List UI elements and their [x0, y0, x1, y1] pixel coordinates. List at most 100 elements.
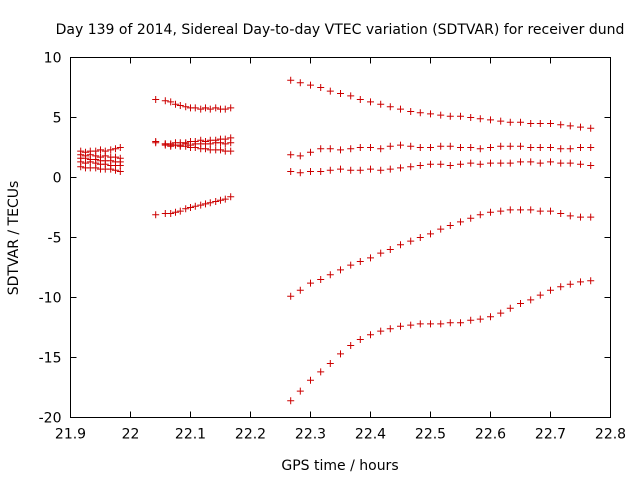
data-point: [416, 320, 424, 328]
series-s5: [77, 163, 124, 175]
data-point: [536, 144, 544, 151]
data-point: [92, 164, 100, 172]
data-point: [221, 140, 229, 148]
data-point: [487, 116, 494, 124]
data-point: [307, 148, 314, 156]
data-point: [337, 266, 344, 274]
data-point: [487, 144, 494, 151]
x-tick-label: 22.5: [415, 427, 446, 443]
data-point: [317, 145, 325, 153]
data-point: [167, 98, 175, 106]
data-point: [317, 368, 325, 376]
data-point: [347, 261, 355, 269]
data-point: [407, 163, 415, 171]
data-point: [212, 104, 220, 112]
x-tick-label: 22.8: [595, 427, 626, 443]
data-point: [457, 218, 464, 226]
data-point: [557, 145, 565, 153]
data-point: [557, 121, 565, 129]
y-tick-label: -20: [39, 411, 62, 427]
data-point: [377, 166, 385, 174]
data-point: [347, 145, 355, 153]
data-point: [397, 322, 404, 330]
data-point: [187, 141, 194, 149]
data-point: [566, 159, 574, 167]
data-point: [337, 146, 344, 154]
data-point: [152, 96, 160, 103]
data-point: [176, 207, 184, 215]
data-point: [326, 87, 334, 95]
data-point: [416, 234, 424, 241]
data-point: [437, 320, 445, 328]
data-point: [386, 246, 394, 253]
data-point: [536, 207, 544, 215]
data-point: [227, 147, 235, 155]
data-point: [577, 160, 584, 168]
data-point: [172, 100, 179, 108]
data-point: [497, 159, 505, 167]
data-point: [416, 162, 424, 169]
x-tick-label: 22.7: [535, 427, 566, 443]
data-point: [152, 138, 160, 145]
data-point: [176, 141, 184, 149]
y-tick-label: -5: [48, 231, 62, 247]
data-point: [86, 158, 94, 166]
data-point: [467, 159, 475, 167]
x-tick-label: 22.6: [475, 427, 506, 443]
data-point: [547, 286, 554, 294]
data-point: [116, 144, 124, 151]
data-point: [557, 210, 565, 217]
data-point: [367, 254, 374, 262]
x-axis-label: GPS time / hours: [281, 458, 398, 474]
data-point: [296, 169, 304, 177]
data-point: [566, 145, 574, 153]
y-tick-label: -15: [39, 351, 62, 367]
data-point: [112, 166, 119, 174]
data-point: [206, 140, 214, 148]
x-tick-label: 22: [122, 427, 140, 443]
data-point: [587, 162, 595, 169]
data-point: [206, 105, 214, 113]
data-point: [517, 142, 524, 150]
data-point: [197, 201, 205, 209]
data-point: [547, 144, 554, 151]
data-point: [77, 163, 85, 171]
data-point: [476, 211, 484, 219]
data-point: [547, 120, 554, 127]
data-point: [116, 162, 124, 169]
data-point: [217, 139, 224, 147]
data-point: [152, 211, 160, 219]
data-point: [367, 144, 374, 151]
data-points: [77, 76, 595, 405]
data-point: [206, 199, 214, 207]
data-point: [427, 160, 434, 168]
data-point: [377, 249, 385, 257]
data-point: [506, 118, 514, 126]
data-point: [176, 102, 184, 109]
data-point: [386, 142, 394, 150]
data-point: [437, 111, 445, 119]
chart-title: Day 139 of 2014, Sidereal Day-to-day VTE…: [56, 22, 625, 38]
data-point: [557, 159, 565, 167]
data-point: [457, 319, 464, 327]
data-point: [557, 283, 565, 291]
data-point: [587, 213, 595, 221]
data-point: [517, 158, 524, 166]
y-axis-label: SDTVAR / TECUs: [6, 181, 22, 296]
data-point: [107, 165, 115, 173]
data-point: [536, 159, 544, 167]
y-tick-label: -10: [39, 291, 62, 307]
data-point: [167, 210, 175, 217]
data-point: [187, 204, 194, 211]
data-point: [337, 165, 344, 173]
data-point: [227, 104, 235, 112]
data-point: [287, 151, 295, 159]
data-point: [467, 316, 475, 324]
data-point: [446, 112, 454, 120]
series-s9: [161, 139, 235, 150]
data-point: [497, 142, 505, 150]
data-point: [182, 205, 190, 213]
data-point: [326, 360, 334, 367]
data-point: [407, 321, 415, 329]
data-point: [457, 144, 464, 151]
